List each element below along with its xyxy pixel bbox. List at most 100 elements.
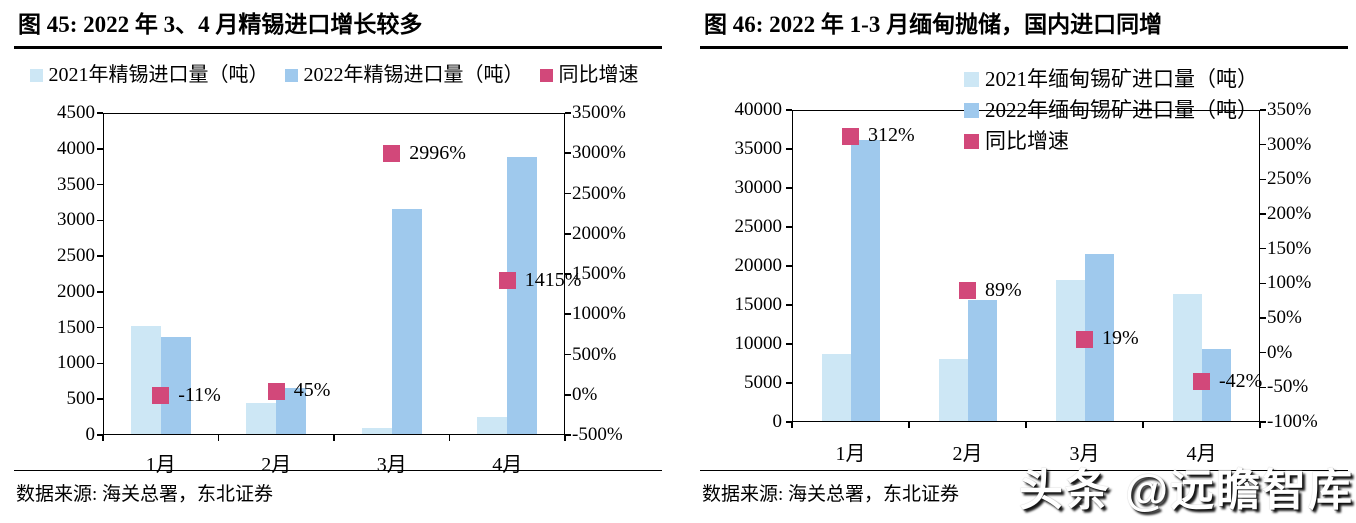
growth-data-label: 45%	[293, 379, 331, 402]
growth-data-label: 1415%	[524, 268, 582, 291]
figure-45-source-text: 数据来源: 海关总署，东北证券	[16, 484, 274, 505]
x-axis-label: 2月	[261, 454, 292, 476]
left-axis-tick	[97, 291, 103, 293]
figure-46-source-row: 数据来源: 海关总署，东北证券	[700, 470, 1348, 506]
growth-data-label: 19%	[1102, 327, 1139, 350]
left-axis-label: 30000	[734, 177, 783, 198]
growth-marker	[267, 382, 285, 400]
growth-data-label: 89%	[985, 278, 1022, 301]
left-axis-tick	[786, 265, 792, 267]
x-axis-label: 3月	[376, 454, 407, 476]
left-axis-label: 25000	[734, 216, 783, 237]
bar-2022-1月	[850, 139, 880, 422]
growth-data-label: 312%	[868, 124, 915, 147]
figure-46-panel: 图 46: 2022 年 1-3 月缅甸抛储，国内进口同增 数据来源: 海关总署…	[700, 8, 1348, 517]
bar-2022-3月	[391, 208, 422, 435]
right-axis-label: 2000%	[572, 222, 626, 244]
legend-swatch-icon	[964, 102, 979, 118]
x-axis-tick	[217, 435, 220, 441]
legend-swatch-icon	[964, 71, 979, 87]
x-axis-tick	[333, 435, 335, 441]
right-axis-label: 200%	[1267, 203, 1312, 224]
growth-data-label: 2996%	[409, 141, 466, 164]
bar-2021-2月	[246, 402, 277, 435]
left-axis-tick	[786, 109, 792, 111]
left-axis-tick	[786, 421, 792, 423]
left-axis-label: 0	[772, 411, 783, 432]
left-axis-label: 1500	[57, 316, 95, 338]
right-axis-tick	[565, 273, 571, 275]
right-axis-label: -500%	[572, 424, 623, 445]
right-axis-label: 2500%	[572, 182, 626, 204]
left-axis-tick	[97, 219, 103, 222]
growth-marker	[959, 282, 976, 300]
right-axis-tick	[565, 232, 571, 235]
x-axis-label: 3月	[1069, 443, 1100, 465]
left-axis-label: 1000	[57, 352, 95, 374]
right-axis-label: 3000%	[572, 142, 626, 164]
legend-swatch-icon	[284, 68, 298, 82]
x-axis-label: 4月	[492, 454, 523, 476]
left-axis-tick	[97, 434, 103, 436]
right-axis-tick	[1260, 109, 1266, 111]
right-axis-label: 3500%	[572, 102, 626, 123]
left-axis-label: 2500	[57, 245, 95, 267]
right-axis-label: -50%	[1267, 376, 1309, 398]
right-axis-label: 50%	[1267, 307, 1302, 328]
right-axis-tick	[1260, 317, 1266, 319]
right-axis-label: 100%	[1267, 272, 1312, 294]
left-axis-tick	[786, 304, 792, 306]
right-axis-tick	[565, 353, 571, 356]
right-axis-label: 0%	[1267, 341, 1293, 363]
left-axis-label: 40000	[734, 99, 783, 120]
left-axis-label: 4000	[57, 137, 95, 159]
right-axis-tick	[1260, 421, 1266, 423]
growth-marker	[1076, 330, 1093, 348]
right-axis-label: 1000%	[572, 303, 626, 325]
left-axis-tick	[786, 382, 792, 384]
plot-border	[792, 110, 1260, 422]
left-axis-tick	[786, 148, 792, 150]
x-axis-label: 1月	[145, 454, 176, 476]
x-axis-label: 4月	[1186, 443, 1217, 465]
x-axis-tick	[1259, 422, 1261, 428]
right-axis-tick	[1260, 386, 1266, 389]
x-axis-label: 2月	[952, 443, 983, 465]
right-axis-label: 350%	[1267, 99, 1312, 120]
figure-45-source-row: 数据来源: 海关总署，东北证券	[14, 470, 662, 506]
right-axis-tick	[1260, 143, 1266, 146]
legend-label: 2022年缅甸锡矿进口量（吨）	[985, 98, 1258, 122]
growth-data-label: -11%	[178, 383, 221, 406]
figure-45-title: 图 45: 2022 年 3、4 月精锡进口增长较多	[14, 8, 662, 49]
bar-2021-2月	[938, 358, 968, 422]
growth-marker	[152, 387, 170, 405]
left-axis-label: 15000	[734, 294, 783, 315]
legend-swatch-icon	[539, 68, 553, 82]
left-axis-tick	[97, 255, 103, 257]
legend-swatch-icon	[964, 133, 979, 149]
x-axis-tick	[102, 435, 104, 441]
left-axis-label: 35000	[734, 138, 783, 159]
legend-label: 2022年精锡进口量（吨）	[303, 64, 524, 86]
left-axis-label: 5000	[744, 372, 782, 393]
bar-2021-4月	[1172, 294, 1202, 422]
right-axis-tick	[1260, 351, 1266, 354]
left-axis-label: 3500	[57, 173, 95, 195]
right-axis-label: 0%	[572, 383, 598, 405]
left-axis-tick	[97, 112, 103, 114]
bar-2021-3月	[361, 427, 392, 435]
left-axis-tick	[97, 147, 103, 150]
figure-46-source-text: 数据来源: 海关总署，东北证券	[702, 484, 960, 505]
legend-item: 2021年缅甸锡矿进口量（吨）	[964, 68, 1258, 90]
x-axis-tick	[448, 435, 451, 441]
x-axis-label: 1月	[835, 443, 866, 465]
right-axis-tick	[565, 434, 571, 436]
x-axis-tick	[1142, 422, 1144, 428]
legend-label: 同比增速	[558, 64, 639, 86]
left-axis-label: 3000	[57, 209, 95, 231]
growth-marker	[1193, 373, 1210, 391]
plot-border	[103, 113, 565, 435]
legend-label: 2021年精锡进口量（吨）	[48, 64, 269, 86]
x-axis-tick	[1025, 422, 1027, 428]
right-axis-label: 300%	[1267, 133, 1312, 155]
